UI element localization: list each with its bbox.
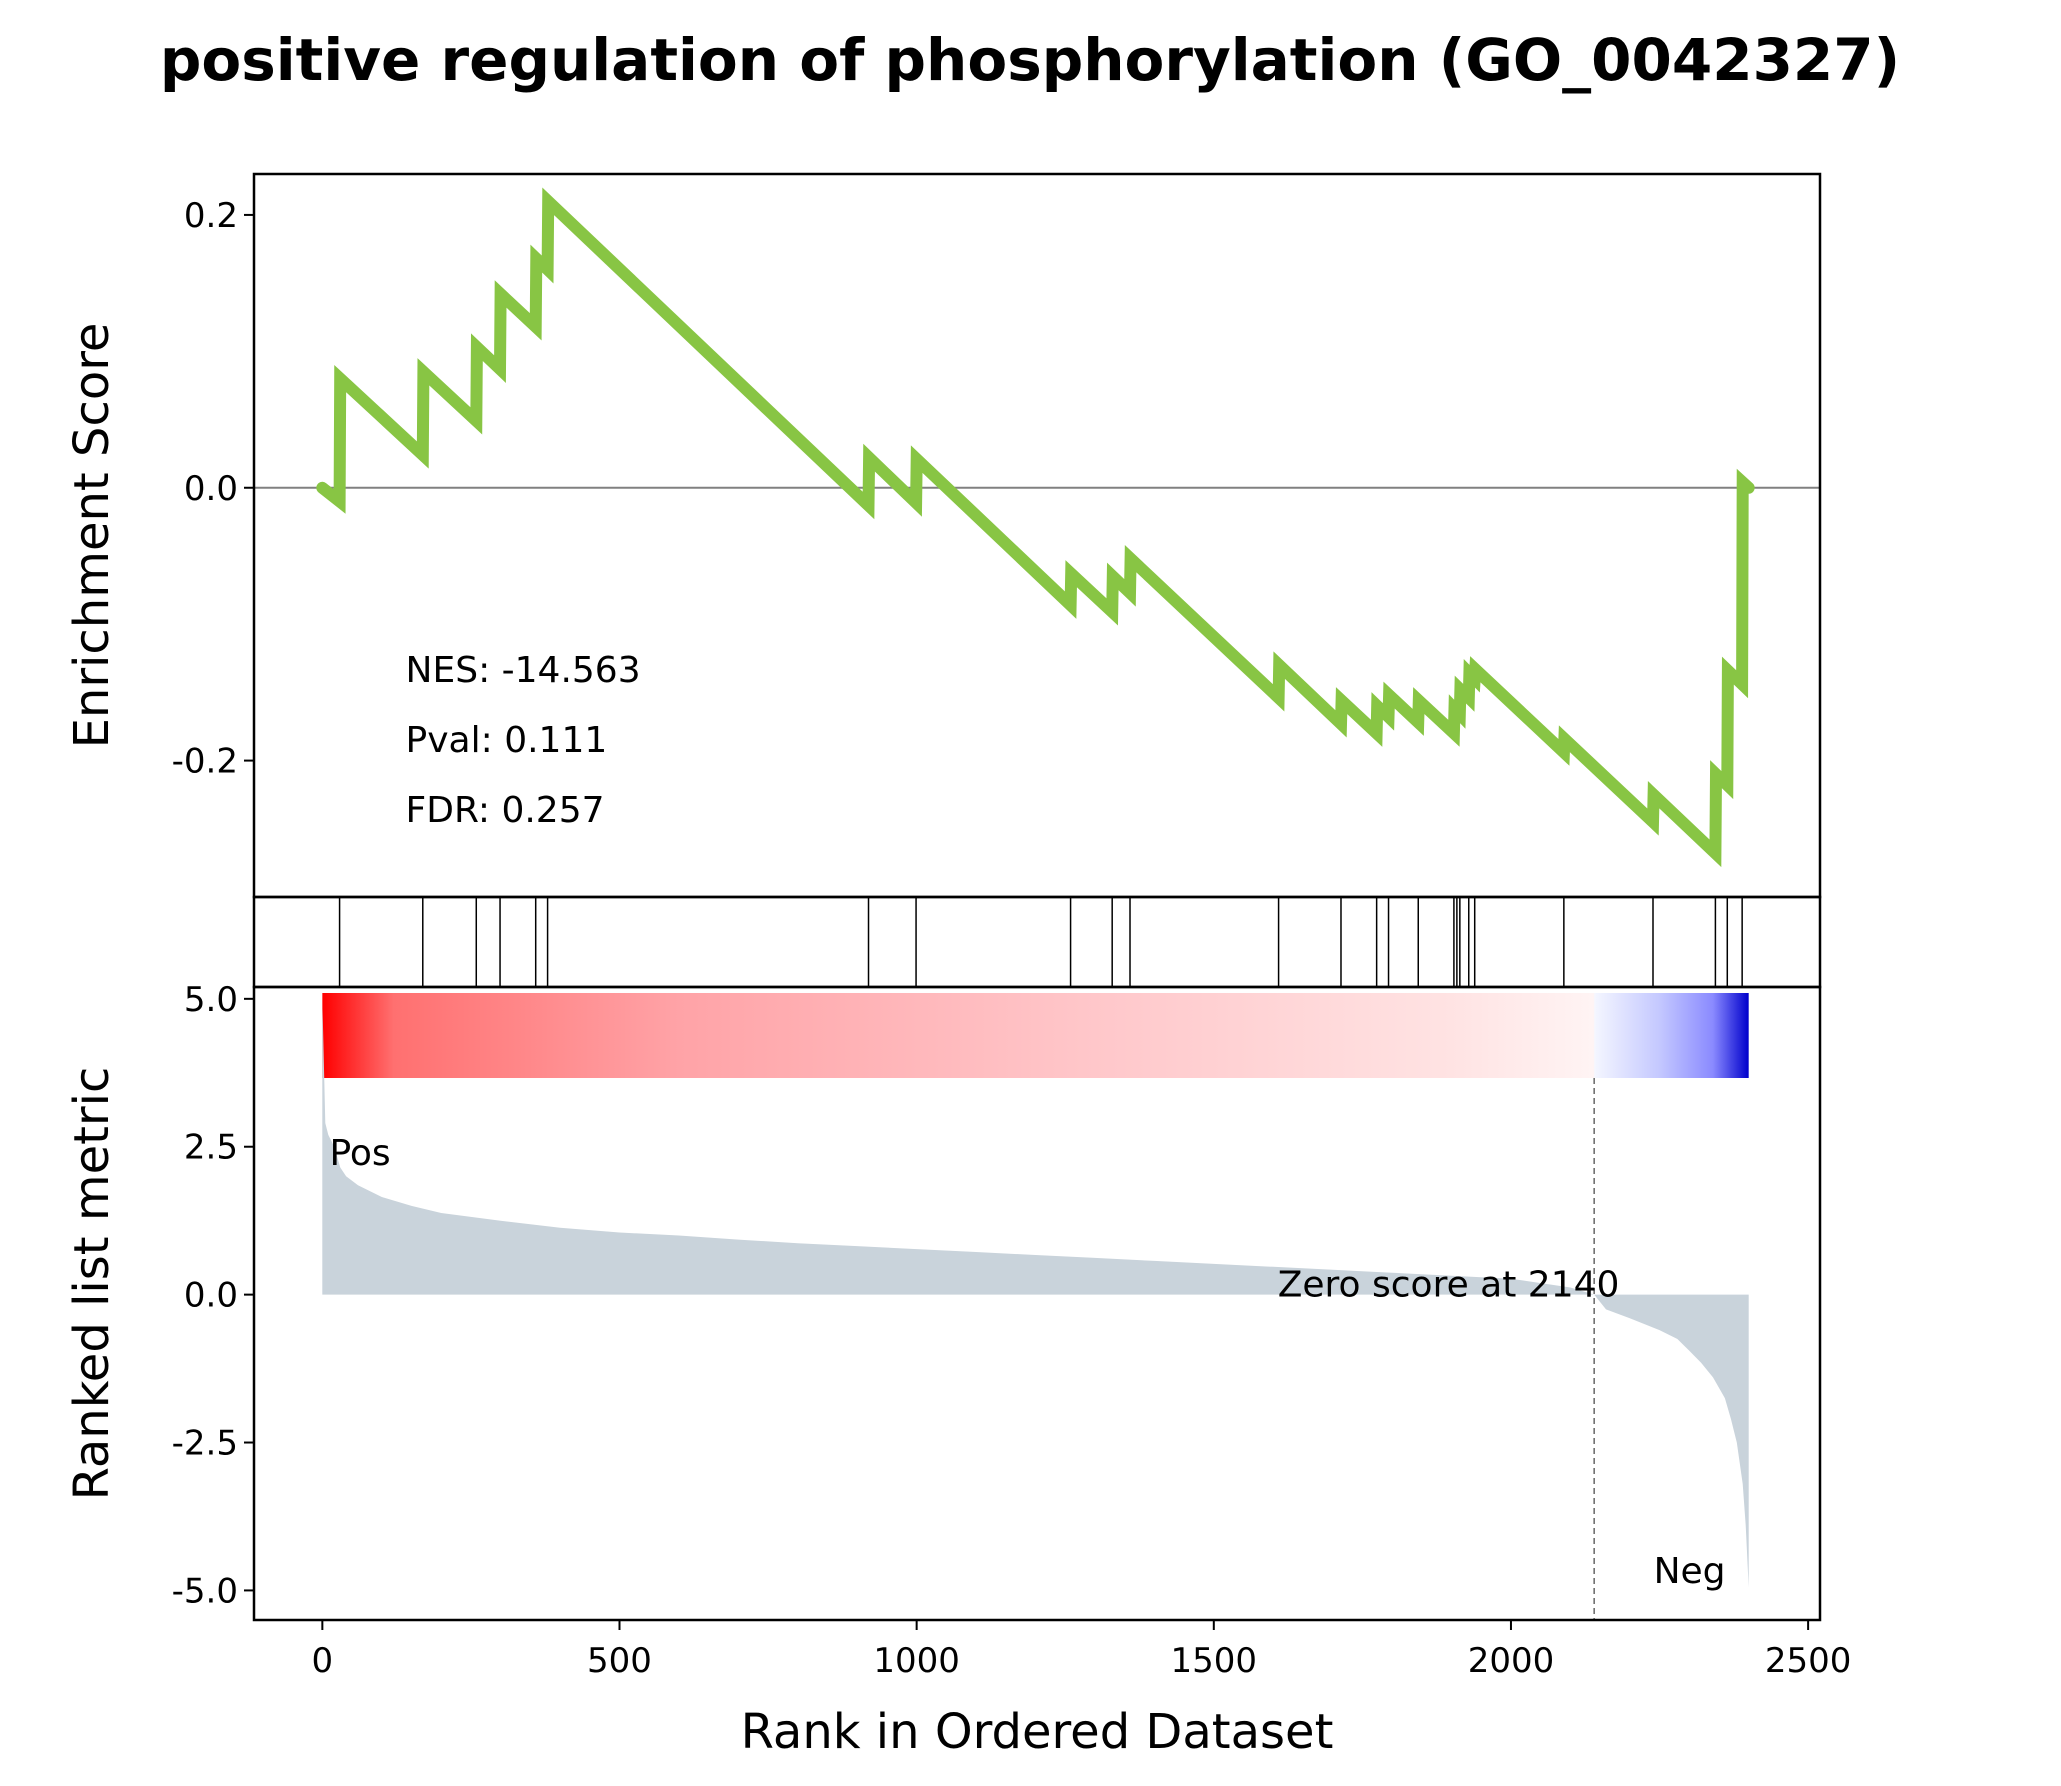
xtick-label: 2000 <box>1468 1641 1555 1681</box>
ranked-y-ticks: 5.0 2.5 0.0 -2.5 -5.0 <box>172 980 254 1611</box>
xtick-label: 2500 <box>1765 1641 1852 1681</box>
rank-ytick-label: 2.5 <box>184 1128 238 1168</box>
es-ytick-label: 0.2 <box>184 196 238 236</box>
ranked-panel-frame <box>252 985 1822 1622</box>
xtick-label: 500 <box>587 1641 652 1681</box>
rank-color-bar <box>322 993 1749 1078</box>
enrichment-panel-frame <box>252 172 1822 899</box>
xtick-label: 0 <box>312 1641 334 1681</box>
ranked-panel: 5.0 2.5 0.0 -2.5 -5.0 Ranked list metric Zer… <box>64 980 1822 1622</box>
ranked-y-axis-label: Ranked list metric <box>64 1067 120 1501</box>
hits-panel <box>252 895 1822 989</box>
chart-title: positive regulation of phosphorylation (… <box>160 26 1900 94</box>
enrichment-y-ticks: 0.2 0.0 -0.2 <box>172 196 254 782</box>
x-axis-label: Rank in Ordered Dataset <box>741 1704 1334 1760</box>
pos-label: Pos <box>329 1133 390 1174</box>
rank-ytick-label: 5.0 <box>184 980 238 1020</box>
rank-ytick-label: -2.5 <box>172 1424 238 1464</box>
pval-stat: Pval: 0.111 <box>406 720 608 761</box>
zero-score-label: Zero score at 2140 <box>1278 1265 1620 1306</box>
hits-panel-frame <box>252 895 1822 989</box>
nes-stat: NES: -14.563 <box>406 650 641 691</box>
enrichment-panel: 0.2 0.0 -0.2 Enrichment Score NES: -14.563… <box>64 172 1822 899</box>
enrichment-y-axis-label: Enrichment Score <box>64 323 120 749</box>
hit-markers <box>338 897 1743 987</box>
xtick-label: 1000 <box>873 1641 960 1681</box>
rank-ytick-label: -5.0 <box>172 1571 238 1611</box>
es-ytick-label: -0.2 <box>172 742 238 782</box>
neg-label: Neg <box>1654 1551 1726 1592</box>
x-axis-ticks: 0 500 1000 1500 2000 2500 <box>312 1620 1852 1681</box>
xtick-label: 1500 <box>1171 1641 1258 1681</box>
rank-ytick-label: 0.0 <box>184 1276 238 1316</box>
es-ytick-label: 0.0 <box>184 469 238 509</box>
fdr-stat: FDR: 0.257 <box>406 790 605 831</box>
enrichment-score-line <box>316 187 1755 868</box>
